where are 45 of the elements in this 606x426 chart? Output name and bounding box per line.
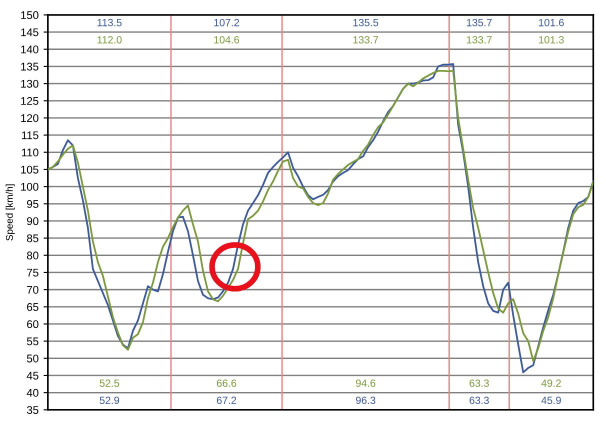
y-tick-label: 150	[21, 11, 38, 20]
annotation: 49.2	[541, 379, 561, 387]
annotation: 113.5	[98, 18, 122, 26]
annotation: 45.9	[541, 396, 561, 404]
annotation: 104.6	[214, 36, 240, 44]
y-axis-title: Speed [km/h]	[6, 184, 15, 241]
annotation: 101.6	[539, 18, 564, 26]
y-tick-label: 40	[26, 388, 38, 397]
annotation: 107.2	[214, 18, 240, 26]
y-tick-label: 45	[26, 372, 38, 380]
annotation: 135.7	[466, 18, 492, 26]
y-tick-label: 50	[26, 354, 38, 362]
y-tick-label: 135	[21, 62, 38, 71]
y-tick-label: 105	[21, 166, 38, 174]
y-tick-label: 60	[27, 320, 38, 328]
annotation: 67.2	[216, 396, 236, 404]
annotation: 96.3	[356, 396, 376, 404]
y-tick-label: 140	[21, 46, 38, 54]
y-tick-label: 65	[27, 303, 38, 311]
y-tick-label: 125	[21, 97, 38, 105]
annotation: 52.5	[100, 379, 120, 387]
annotation: 66.6	[216, 379, 236, 387]
annotation: 112.0	[98, 36, 122, 44]
annotation: 63.3	[470, 379, 489, 387]
y-tick-label: 120	[21, 114, 38, 122]
y-tick-label: 55	[26, 338, 38, 346]
y-tick-label: 145	[21, 28, 38, 36]
y-tick-label: 115	[22, 131, 38, 140]
y-tick-label: 70	[27, 286, 38, 294]
annotation: 52.9	[100, 396, 120, 404]
annotation: 94.6	[356, 379, 376, 387]
annotation: 133.7	[466, 36, 492, 44]
y-tick-label: 75	[27, 268, 38, 277]
annotation: 63.3	[470, 396, 489, 404]
y-tick-label: 95	[27, 200, 38, 208]
y-tick-label: 35	[26, 406, 38, 414]
y-tick-label: 110	[22, 148, 38, 156]
annotation: 135.5	[353, 18, 378, 26]
y-tick-label: 80	[26, 252, 38, 260]
annotation: 133.7	[353, 36, 378, 44]
annotation: 101.3	[539, 36, 564, 44]
y-tick-label: 130	[21, 80, 38, 88]
y-tick-label: 100	[21, 182, 38, 191]
y-tick-label: 90	[27, 217, 38, 226]
y-tick-label: 85	[26, 234, 38, 242]
